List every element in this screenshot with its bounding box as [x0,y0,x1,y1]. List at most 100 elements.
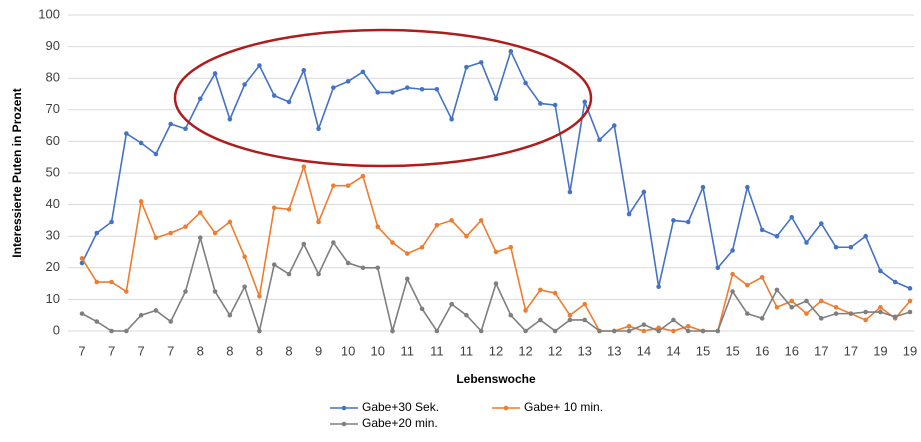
y-axis-label: Interessierte Puten in Prozent [10,88,24,257]
data-point [745,311,750,316]
data-point [759,316,765,321]
data-point [79,260,85,266]
data-point [227,312,233,318]
data-point [538,287,543,293]
data-point [863,317,868,323]
data-point [552,290,558,296]
data-point [153,308,159,313]
data-point [641,189,647,195]
data-point [257,293,262,299]
data-point [124,131,129,136]
data-point [774,233,780,239]
data-point [730,271,735,277]
data-point [242,284,247,290]
data-point [789,214,795,220]
x-tick-label: 8 [256,343,263,358]
data-point [197,235,203,241]
data-point [685,328,691,334]
data-point [434,222,440,228]
data-point [168,319,174,324]
data-point [390,240,395,245]
data-point [360,173,366,179]
data-point [745,282,750,288]
data-point [523,80,528,86]
data-point [79,311,85,316]
x-tick-label: 14 [637,343,651,358]
data-point [656,284,661,290]
data-point [774,305,780,310]
data-point [641,328,647,334]
data-point [671,317,676,323]
y-tick-label: 50 [46,164,60,179]
data-point [375,265,381,271]
data-point [345,183,351,188]
x-tick-label: 11 [460,343,474,358]
x-tick-label: 7 [167,343,174,358]
data-point [730,248,735,253]
data-point [759,227,765,233]
data-point [464,312,469,318]
y-tick-label: 30 [46,228,60,243]
data-point [907,309,913,315]
data-point [552,328,558,334]
data-point [331,240,336,245]
data-point [478,218,484,223]
data-point [804,311,809,316]
data-point [478,60,484,65]
y-tick-label: 90 [46,38,60,53]
data-point [508,49,514,54]
data-point [685,219,691,225]
data-point [582,317,588,323]
data-point [848,311,854,316]
x-tick-label: 8 [197,343,204,358]
data-point [212,71,218,76]
legend-marker [503,405,509,411]
legend-label: Gabe+20 min. [362,416,438,430]
data-point [464,64,469,70]
x-tick-label: 15 [725,343,739,358]
data-point [94,230,100,236]
x-tick-label: 8 [226,343,233,358]
data-point [789,298,795,304]
data-point [611,328,617,334]
data-point [759,274,765,280]
data-point [523,328,528,334]
data-point [818,298,824,304]
data-point [892,279,898,285]
data-point [449,218,454,223]
data-point [538,101,543,106]
highlight-ellipse [173,28,593,168]
x-tick-label: 11 [430,343,444,358]
x-tick-label: 7 [108,343,115,358]
data-point [109,279,114,285]
x-tick-label: 10 [341,343,355,358]
data-point [626,323,632,329]
data-point [582,99,588,105]
data-point [419,306,425,312]
y-tick-label: 100 [38,6,60,21]
data-point [818,316,824,321]
legend: Gabe+30 Sek. Gabe+ 10 min. Gabe+20 min. [330,400,603,430]
x-tick-label: 19 [873,343,887,358]
data-point [567,189,573,195]
data-point [197,210,203,215]
data-point [774,287,780,293]
data-point [316,271,321,277]
y-tick-label: 20 [46,259,60,274]
x-tick-label: 15 [696,343,710,358]
data-point [168,230,174,236]
data-point [833,244,839,250]
series-line [81,163,911,332]
data-point [523,308,528,313]
data-point [138,140,144,146]
data-point [271,262,277,267]
legend-label: Gabe+30 Sek. [362,400,439,414]
plot-area: 0 10 20 30 40 50 60 70 80 90 100 7 7 7 7 8 8 8 8 9 10 10 11 11 1… [38,6,917,358]
x-tick-label: 13 [577,343,591,358]
data-point [863,309,868,315]
data-point [626,211,632,217]
data-point [493,281,499,286]
data-point [331,85,336,90]
data-point [183,289,188,294]
data-point [360,69,366,75]
